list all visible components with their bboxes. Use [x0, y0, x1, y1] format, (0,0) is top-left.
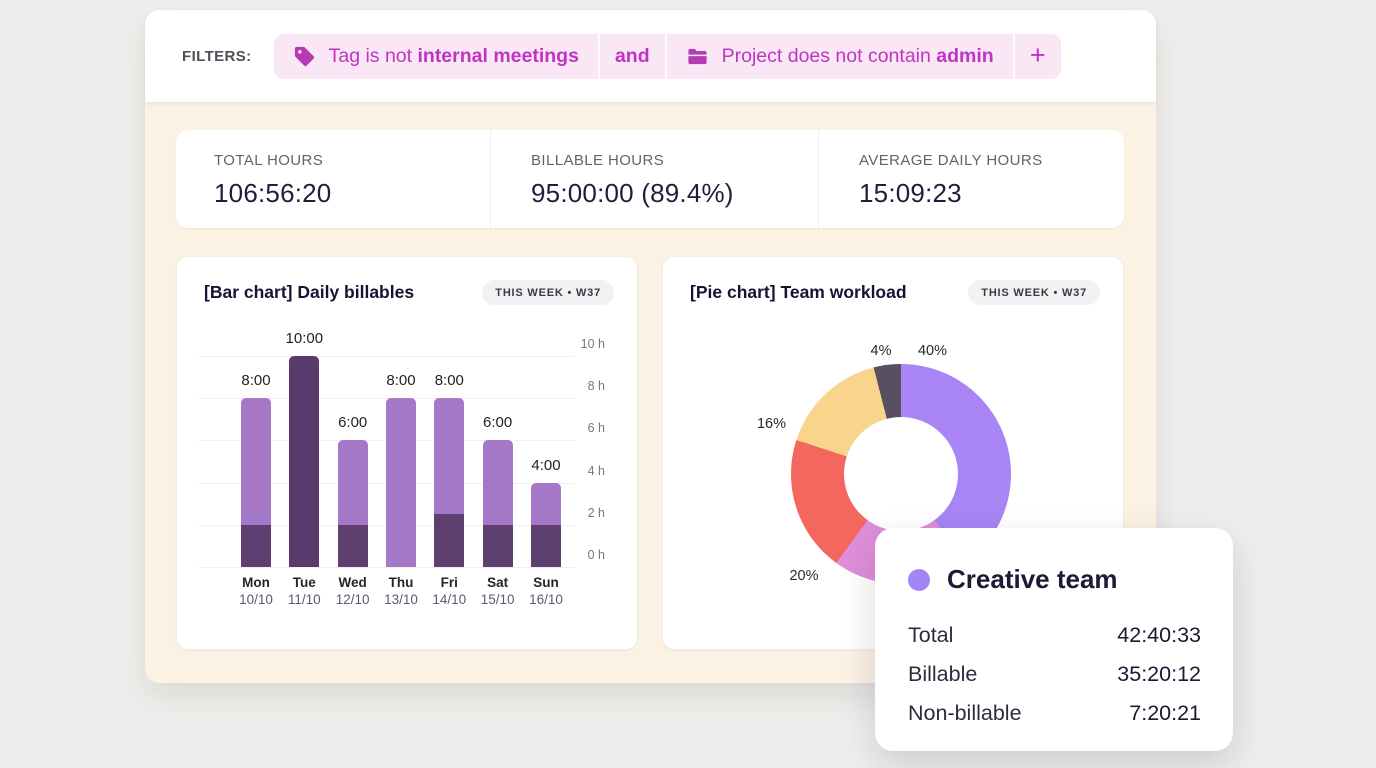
filters-label: FILTERS:: [182, 47, 252, 65]
stat-average-daily-hours: AVERAGE DAILY HOURS 15:09:23: [818, 130, 1124, 228]
pie-percent-label: 20%: [789, 567, 819, 584]
tag-icon: [293, 45, 316, 68]
x-axis-date: 15/10: [480, 592, 515, 607]
stat-label: TOTAL HOURS: [214, 152, 324, 169]
stat-value: 106:56:20: [214, 178, 332, 208]
filter-divider: [597, 33, 600, 79]
add-filter-button[interactable]: +: [1015, 34, 1061, 79]
tooltip-row-value: 7:20:21: [1129, 701, 1201, 725]
tooltip-row-label: Billable: [908, 662, 978, 686]
pie-percent-label: 16%: [756, 415, 787, 432]
filter-chip-text: Tag is not internal meetings: [328, 44, 579, 67]
filter-chip-text: Project does not contain admin: [721, 44, 994, 67]
folder-icon: [686, 45, 709, 68]
stat-value: 15:09:23: [859, 178, 962, 208]
bar-dark-segment: [434, 514, 465, 567]
bar-value-label: 4:00: [531, 456, 561, 474]
filters-bar: FILTERS: Tag is not internal meetings and…: [145, 10, 1156, 102]
x-axis-date: 10/10: [239, 592, 273, 607]
bar-chart-title: [Bar chart] Daily billables: [204, 282, 415, 302]
team-tooltip: Creative team Total 42:40:33 Billable 35:20…: [875, 528, 1233, 751]
stat-billable-hours: BILLABLE HOURS 95:00:00 (89.4%): [490, 130, 818, 228]
x-axis-date: 12/10: [335, 592, 370, 607]
bar-dark-segment: [482, 524, 513, 567]
x-axis-date: 11/10: [287, 592, 321, 607]
bar-tue[interactable]: [289, 355, 320, 567]
x-axis-day: Sat: [487, 575, 509, 590]
stat-value: 95:00:00 (89.4%): [531, 178, 734, 208]
y-axis-tick: 8 h: [587, 379, 605, 394]
tooltip-row-total: Total 42:40:33: [908, 616, 1201, 655]
x-axis-day: Tue: [292, 575, 316, 590]
summary-stats-card: TOTAL HOURS 106:56:20 BILLABLE HOURS 95:00:…: [176, 130, 1124, 228]
filter-divider: [664, 33, 667, 79]
y-gridline: [199, 356, 574, 357]
tooltip-row-label: Total: [908, 623, 954, 647]
reports-panel: FILTERS: Tag is not internal meetings and…: [145, 10, 1156, 683]
filter-group: Tag is not internal meetings and Project d…: [273, 33, 1061, 79]
bar-value-label: 8:00: [386, 372, 416, 390]
tooltip-rows: Total 42:40:33 Billable 35:20:12 Non-billabl…: [908, 616, 1201, 733]
x-axis-date: 13/10: [384, 592, 418, 607]
bar-chart-plot: 0 h 2 h 4 h 6 h 8 h 10 h 8:00 Mon 10/10 10:00 Tue 1…: [177, 257, 637, 649]
bar-wed[interactable]: [337, 440, 368, 567]
filter-chip-tag[interactable]: Tag is not internal meetings: [274, 34, 598, 79]
x-axis-day: Mon: [242, 575, 270, 590]
x-axis-label: Fri 14/10: [417, 575, 481, 608]
bar-dark-segment: [531, 524, 561, 567]
filter-chip-project[interactable]: Project does not contain admin: [667, 34, 1013, 79]
y-axis-tick: 6 h: [587, 421, 605, 436]
filter-divider: [1012, 33, 1015, 79]
x-axis-label: Sat 15/10: [466, 575, 530, 608]
x-axis-day: Wed: [338, 575, 367, 590]
x-axis-label: Thu 13/10: [369, 575, 433, 608]
bar-value-label: 8:00: [434, 372, 464, 390]
x-axis-label: Sun 16/10: [514, 575, 578, 608]
y-gridline: [199, 567, 574, 568]
stat-label: AVERAGE DAILY HOURS: [859, 152, 1043, 169]
bar-value-label: 10:00: [285, 329, 324, 347]
y-axis-tick: 2 h: [587, 505, 605, 520]
y-axis-tick: 10 h: [580, 337, 605, 351]
x-axis-label: Mon 10/10: [224, 575, 288, 608]
tooltip-header: Creative team: [908, 564, 1118, 595]
bar-value-label: 6:00: [338, 414, 368, 432]
pie-chart-period-badge[interactable]: THIS WEEK • W37: [968, 280, 1100, 305]
bar-thu[interactable]: [386, 398, 416, 567]
tooltip-row-value: 35:20:12: [1117, 662, 1201, 686]
tooltip-row-value: 42:40:33: [1117, 623, 1201, 647]
bar-value-label: 8:00: [241, 372, 271, 390]
filter-connector: and: [614, 44, 650, 67]
bar-sun[interactable]: [531, 482, 561, 567]
team-color-dot: [908, 568, 930, 591]
bar-value-label: 6:00: [482, 414, 513, 432]
tooltip-row-non-billable: Non-billable 7:20:21: [908, 694, 1201, 733]
pie-percent-label: 4%: [870, 342, 892, 359]
filter-chip-value: internal meetings: [417, 44, 579, 67]
bar-mon[interactable]: [241, 398, 271, 567]
tooltip-row-label: Non-billable: [908, 701, 1022, 725]
tooltip-row-billable: Billable 35:20:12: [908, 655, 1201, 694]
y-axis-tick: 4 h: [587, 463, 605, 478]
pie-chart-title: [Pie chart] Team workload: [690, 282, 907, 302]
x-axis-date: 14/10: [432, 592, 467, 607]
filter-chip-value: admin: [936, 44, 994, 67]
pie-percent-label: 40%: [917, 342, 948, 359]
x-axis-date: 16/10: [529, 592, 563, 607]
x-axis-label: Tue 11/10: [272, 575, 336, 608]
bar-sat[interactable]: [482, 440, 513, 567]
bar-dark-segment: [241, 524, 271, 567]
bar-chart-card: [Bar chart] Daily billables THIS WEEK • …: [176, 256, 638, 650]
team-name: Creative team: [947, 564, 1118, 594]
x-axis-label: Wed 12/10: [321, 575, 385, 608]
bar-chart-period-badge[interactable]: THIS WEEK • W37: [482, 280, 614, 305]
stat-total-hours: TOTAL HOURS 106:56:20: [176, 130, 490, 228]
y-axis-tick: 0 h: [587, 548, 605, 562]
bar-dark-segment: [337, 524, 368, 567]
x-axis-day: Thu: [388, 575, 414, 590]
x-axis-day: Fri: [440, 575, 458, 590]
bar-fri[interactable]: [434, 398, 465, 567]
x-axis-day: Sun: [533, 575, 559, 590]
stat-label: BILLABLE HOURS: [531, 152, 665, 169]
